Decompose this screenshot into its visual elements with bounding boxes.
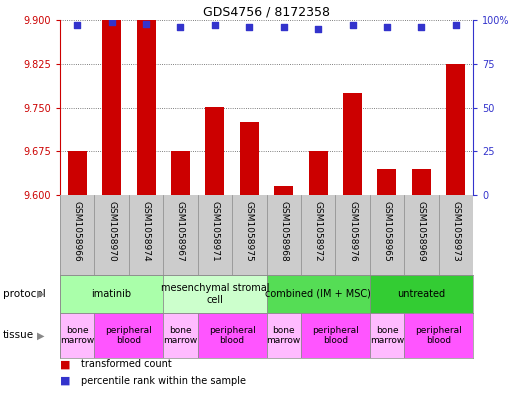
Text: GSM1058975: GSM1058975: [245, 200, 254, 261]
Text: ▶: ▶: [37, 289, 45, 299]
Text: GSM1058969: GSM1058969: [417, 200, 426, 261]
Text: peripheral
blood: peripheral blood: [312, 326, 359, 345]
Text: untreated: untreated: [397, 289, 445, 299]
Bar: [205, 108, 224, 195]
Point: [73, 22, 82, 28]
Bar: [404, 313, 473, 358]
Text: transformed count: transformed count: [81, 359, 171, 369]
Text: peripheral
blood: peripheral blood: [106, 326, 152, 345]
Bar: [136, 20, 155, 195]
Text: ■: ■: [60, 376, 70, 386]
Bar: [446, 64, 465, 195]
Point: [417, 24, 425, 30]
Text: combined (IM + MSC): combined (IM + MSC): [265, 289, 371, 299]
Point: [211, 22, 219, 28]
Bar: [266, 275, 370, 313]
Bar: [412, 169, 431, 195]
Text: GSM1058965: GSM1058965: [383, 200, 391, 261]
Point: [348, 22, 357, 28]
Bar: [378, 169, 397, 195]
Bar: [370, 313, 404, 358]
Title: GDS4756 / 8172358: GDS4756 / 8172358: [203, 6, 330, 19]
Bar: [343, 93, 362, 195]
Bar: [171, 151, 190, 195]
Bar: [240, 122, 259, 195]
Text: protocol: protocol: [3, 289, 45, 299]
Text: GSM1058971: GSM1058971: [210, 200, 220, 261]
Point: [245, 24, 253, 30]
Text: peripheral
blood: peripheral blood: [209, 326, 255, 345]
Text: GSM1058973: GSM1058973: [451, 200, 460, 261]
Bar: [309, 151, 328, 195]
Bar: [274, 186, 293, 195]
Text: GSM1058968: GSM1058968: [279, 200, 288, 261]
Text: percentile rank within the sample: percentile rank within the sample: [81, 376, 246, 386]
Bar: [60, 275, 163, 313]
Bar: [60, 313, 94, 358]
Point: [142, 20, 150, 27]
Bar: [370, 275, 473, 313]
Point: [451, 22, 460, 28]
Text: GSM1058970: GSM1058970: [107, 200, 116, 261]
Bar: [266, 313, 301, 358]
Bar: [68, 151, 87, 195]
Text: tissue: tissue: [3, 331, 34, 340]
Text: mesenchymal stromal
cell: mesenchymal stromal cell: [161, 283, 269, 305]
Text: peripheral
blood: peripheral blood: [415, 326, 462, 345]
Text: bone
marrow: bone marrow: [370, 326, 404, 345]
Text: GSM1058976: GSM1058976: [348, 200, 357, 261]
Bar: [198, 313, 266, 358]
Point: [383, 24, 391, 30]
Text: imatinib: imatinib: [91, 289, 132, 299]
Text: ▶: ▶: [37, 331, 45, 340]
Point: [108, 18, 116, 25]
Point: [314, 26, 322, 32]
Text: ■: ■: [60, 359, 70, 369]
Text: GSM1058967: GSM1058967: [176, 200, 185, 261]
Text: GSM1058972: GSM1058972: [313, 200, 323, 261]
Bar: [102, 20, 121, 195]
Point: [176, 24, 185, 30]
Point: [280, 24, 288, 30]
Bar: [163, 275, 266, 313]
Bar: [301, 313, 370, 358]
Text: bone
marrow: bone marrow: [60, 326, 94, 345]
Bar: [94, 313, 163, 358]
Text: bone
marrow: bone marrow: [267, 326, 301, 345]
Text: GSM1058966: GSM1058966: [73, 200, 82, 261]
Text: GSM1058974: GSM1058974: [142, 200, 150, 261]
Text: bone
marrow: bone marrow: [163, 326, 198, 345]
Bar: [163, 313, 198, 358]
